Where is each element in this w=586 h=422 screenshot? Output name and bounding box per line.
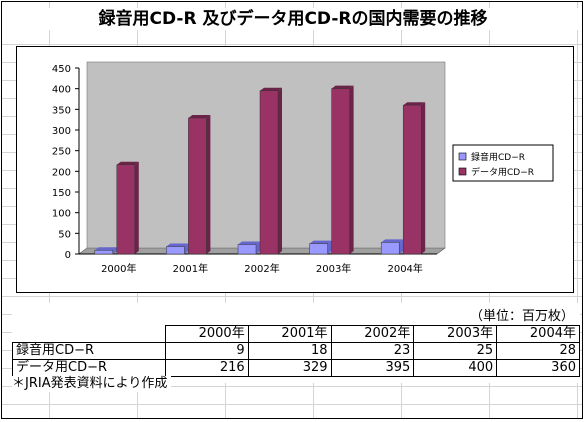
bar-side xyxy=(206,115,211,254)
bar-side xyxy=(278,87,282,254)
bar xyxy=(331,88,350,255)
bar xyxy=(116,164,136,255)
page-title: 録音用CD-R 及びデータ用CD-Rの国内需要の推移 xyxy=(2,8,582,30)
y-tick-label: 300 xyxy=(52,126,71,137)
x-tick-label: 2001年 xyxy=(173,262,208,275)
data-table: 2000年 2001年 2002年 2003年 2004年 録音用CD−R 9 … xyxy=(12,325,580,377)
bar xyxy=(237,244,257,255)
bar-top xyxy=(238,241,260,245)
bar-chart: 0 50 100 150 200 250 300 350 400 450 2000年 2001年 200… xyxy=(52,61,554,275)
table-cell: 28 xyxy=(496,342,580,360)
bar-top xyxy=(381,239,404,243)
legend-label: データ用CD−R xyxy=(471,166,534,178)
y-tick-label: 150 xyxy=(52,188,71,199)
table-cell: 395 xyxy=(330,359,415,377)
legend-label: 録音用CD−R xyxy=(471,151,525,163)
table-header-row: 2000年 2001年 2002年 2003年 2004年 xyxy=(12,325,580,343)
table-cell: 360 xyxy=(496,359,580,377)
bar xyxy=(166,246,185,255)
legend-swatch xyxy=(458,167,467,176)
table-header-year: 2004年 xyxy=(496,325,580,343)
y-tick-label: 450 xyxy=(52,64,71,75)
bar xyxy=(188,117,207,255)
table-header-year: 2003年 xyxy=(413,325,498,343)
table-cell: 400 xyxy=(413,359,498,377)
bar-side xyxy=(327,240,332,254)
bar xyxy=(94,250,114,255)
data-table-area: （単位：百万枚） 2000年 2001年 2002年 2003年 2004年 録… xyxy=(12,303,580,383)
bar-side xyxy=(421,102,426,254)
y-tick-label: 350 xyxy=(52,105,71,116)
y-tick-label: 400 xyxy=(52,85,71,96)
table-header-year: 2001年 xyxy=(247,325,332,343)
x-tick-label: 2000年 xyxy=(101,262,136,275)
table-corner-cell xyxy=(12,325,166,343)
bar-side xyxy=(112,247,117,254)
bar xyxy=(380,242,400,255)
bar-top xyxy=(188,115,211,119)
bar xyxy=(259,90,279,255)
table-cell: 9 xyxy=(164,342,249,360)
bar-side xyxy=(134,161,139,254)
x-tick-label: 2002年 xyxy=(244,262,279,275)
bar-top xyxy=(403,102,426,106)
y-tick-label: 250 xyxy=(52,147,71,158)
y-tick-label: 100 xyxy=(52,209,71,220)
table-header-year: 2000年 xyxy=(164,325,249,343)
x-tick-label: 2003年 xyxy=(316,262,351,275)
table-row: データ用CD−R 216 329 395 400 360 xyxy=(12,359,580,377)
bar-side xyxy=(184,243,189,254)
table-cell: 329 xyxy=(247,359,332,377)
bar-top xyxy=(166,243,189,247)
bar-top xyxy=(309,240,332,244)
y-tick-label: 50 xyxy=(58,229,71,240)
table-cell: 23 xyxy=(330,342,415,360)
bar-side xyxy=(399,239,404,254)
bar-top xyxy=(94,247,117,251)
bar-top xyxy=(260,87,282,91)
source-note: ＊JRIA発表資料により作成 xyxy=(12,376,172,392)
table-cell: 216 xyxy=(164,359,249,377)
unit-label: （単位：百万枚） xyxy=(469,309,574,324)
bar xyxy=(402,104,422,255)
legend-swatch xyxy=(458,152,467,161)
bar-side xyxy=(256,241,260,254)
table-cell: 18 xyxy=(247,342,332,360)
table-cell: 25 xyxy=(413,342,498,360)
table-row-label: 録音用CD−R xyxy=(12,342,166,360)
table-row-label: データ用CD−R xyxy=(12,359,166,377)
bar xyxy=(309,243,328,255)
table-header-year: 2002年 xyxy=(330,325,415,343)
legend xyxy=(452,144,554,182)
x-tick-label: 2004年 xyxy=(387,262,422,275)
y-tick-label: 0 xyxy=(65,250,71,261)
bar-side xyxy=(349,85,354,254)
chart-container[interactable]: 0 50 100 150 200 250 300 350 400 450 2000年 2001年 200… xyxy=(16,46,574,293)
y-tick-label: 200 xyxy=(52,167,71,178)
bar-top xyxy=(116,161,139,165)
table-row: 録音用CD−R 9 18 23 25 28 xyxy=(12,342,580,360)
bar-top xyxy=(331,85,354,89)
